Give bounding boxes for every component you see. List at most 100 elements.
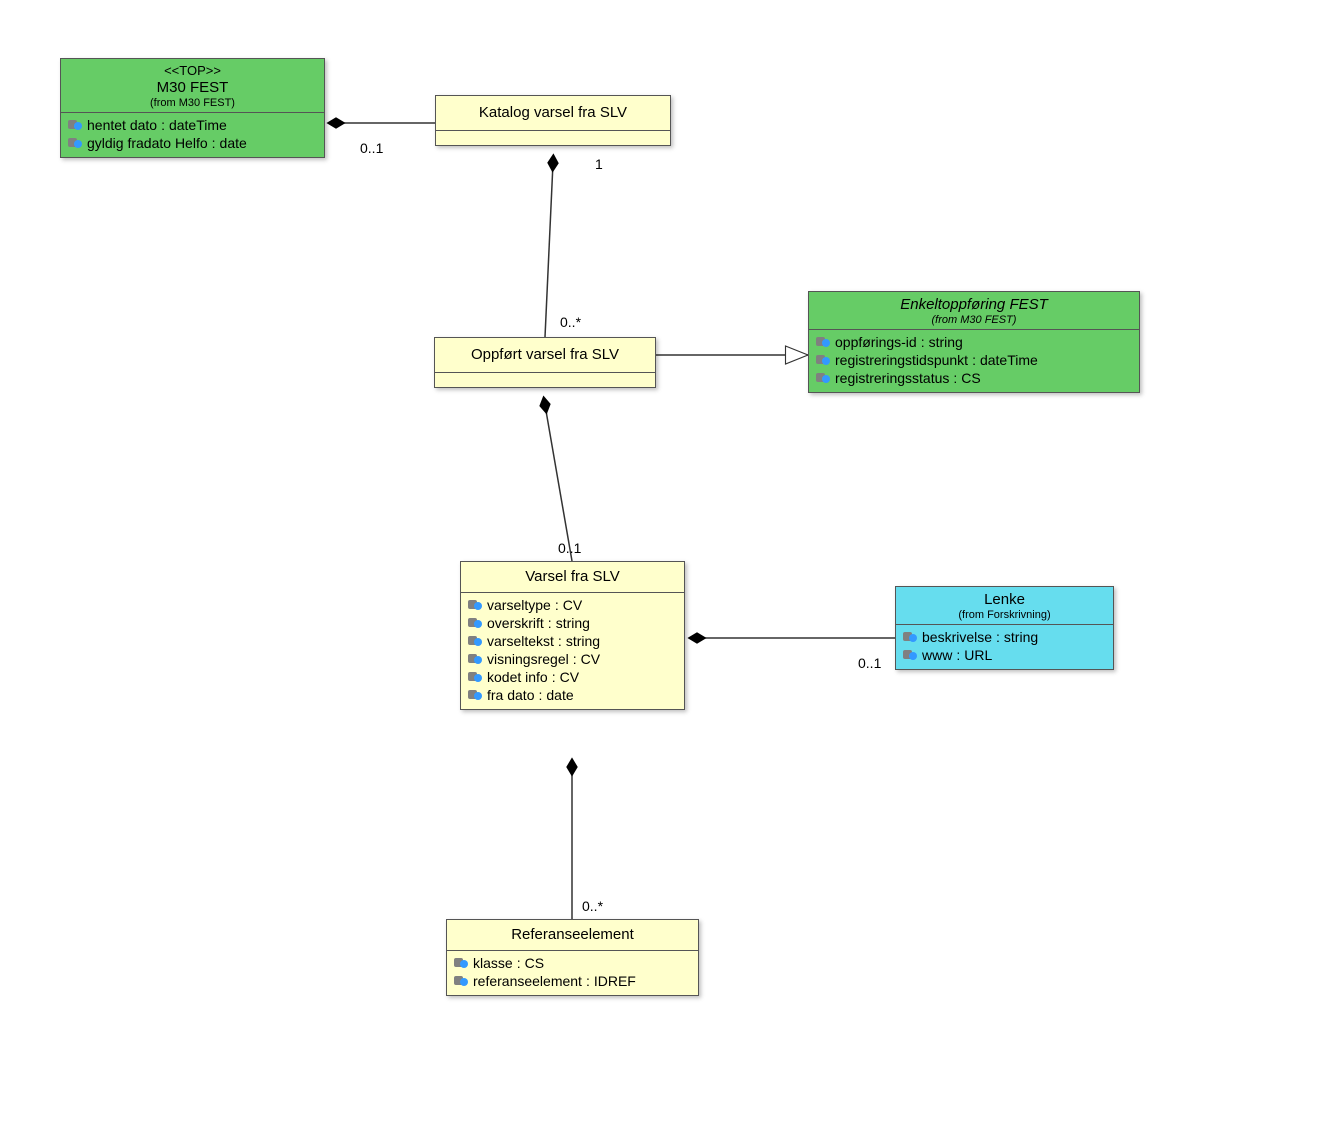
class-lenke: Lenke (from Forskrivning) beskrivelse: s…: [895, 586, 1114, 670]
attribute-icon: [815, 353, 831, 367]
attr-type: string: [1004, 629, 1038, 645]
attr-type: CV: [563, 597, 582, 613]
attribute-icon: [67, 118, 83, 132]
attr-type: dateTime: [980, 352, 1038, 368]
attribute-icon: [902, 648, 918, 662]
attribute-icon: [467, 670, 483, 684]
attr-type: dateTime: [169, 117, 227, 133]
attr-row: gyldig fradato Helfo : date: [67, 134, 318, 152]
attr-type: string: [566, 633, 600, 649]
attr-name: varseltekst: [487, 633, 554, 649]
attr-name: overskrift: [487, 615, 544, 631]
class-attrs: oppførings-id: string registreringstidsp…: [809, 330, 1139, 392]
class-header: Referanseelement: [447, 920, 698, 951]
attr-name: registreringsstatus: [835, 370, 949, 386]
mult-katalog-oppfort: 0..*: [560, 314, 581, 330]
class-header: Enkeltoppføring FEST (from M30 FEST): [809, 292, 1139, 330]
class-title: Oppført varsel fra SLV: [445, 346, 645, 364]
attr-row: varseltype: CV: [467, 596, 678, 614]
class-attrs: [436, 131, 670, 145]
attr-row: hentet dato : dateTime: [67, 116, 318, 134]
class-attrs: beskrivelse: string www: URL: [896, 625, 1113, 669]
attr-type: URL: [964, 647, 992, 663]
attr-name: referanseelement: [473, 973, 582, 989]
attr-name: varseltype: [487, 597, 551, 613]
attr-row: oppførings-id: string: [815, 333, 1133, 351]
class-attrs: hentet dato : dateTime gyldig fradato He…: [61, 113, 324, 157]
class-title: Referanseelement: [457, 926, 688, 944]
class-header: Varsel fra SLV: [461, 562, 684, 593]
attr-name: beskrivelse: [922, 629, 992, 645]
attribute-icon: [467, 616, 483, 630]
class-header: Lenke (from Forskrivning): [896, 587, 1113, 625]
attr-name: gyldig fradato Helfo: [87, 135, 208, 151]
attribute-icon: [467, 652, 483, 666]
mult-m30-katalog-b: 1: [595, 156, 603, 172]
attr-name: klasse: [473, 955, 513, 971]
attr-name: visningsregel: [487, 651, 569, 667]
attribute-icon: [67, 136, 83, 150]
attr-row: beskrivelse: string: [902, 628, 1107, 646]
stereotype: <<TOP>>: [71, 63, 314, 79]
edge-oppfort-varsel: [545, 405, 572, 561]
attr-type: CS: [961, 370, 980, 386]
class-varsel: Varsel fra SLV varseltype: CV overskrift…: [460, 561, 685, 710]
attr-type: string: [556, 615, 590, 631]
class-from: (from M30 FEST): [819, 314, 1129, 327]
mult-m30-katalog-a: 0..1: [360, 140, 383, 156]
class-m30-fest: <<TOP>> M30 FEST (from M30 FEST) hentet …: [60, 58, 325, 158]
attr-type: date: [546, 687, 573, 703]
attribute-icon: [453, 974, 469, 988]
attr-name: registreringstidspunkt: [835, 352, 968, 368]
attr-name: www: [922, 647, 952, 663]
attribute-icon: [467, 688, 483, 702]
attribute-icon: [467, 634, 483, 648]
attr-name: fra dato: [487, 687, 534, 703]
attr-row: fra dato: date: [467, 686, 678, 704]
attr-name: oppførings-id: [835, 334, 917, 350]
class-header: <<TOP>> M30 FEST (from M30 FEST): [61, 59, 324, 113]
class-from: (from Forskrivning): [906, 609, 1103, 622]
mult-oppfort-varsel: 0..1: [558, 540, 581, 556]
class-title: Varsel fra SLV: [471, 568, 674, 586]
class-attrs: klasse: CS referanseelement: IDREF: [447, 951, 698, 995]
class-title: Lenke: [906, 591, 1103, 609]
class-referanse: Referanseelement klasse: CS referanseele…: [446, 919, 699, 996]
attr-row: visningsregel: CV: [467, 650, 678, 668]
class-title: Katalog varsel fra SLV: [446, 104, 660, 122]
attr-type: CS: [525, 955, 544, 971]
attr-type: IDREF: [594, 973, 636, 989]
attr-row: registreringstidspunkt: dateTime: [815, 351, 1133, 369]
mult-varsel-ref: 0..*: [582, 898, 603, 914]
attr-row: overskrift: string: [467, 614, 678, 632]
attr-row: varseltekst: string: [467, 632, 678, 650]
attr-row: registreringsstatus: CS: [815, 369, 1133, 387]
class-title: Enkeltoppføring FEST: [819, 296, 1129, 314]
attr-row: www: URL: [902, 646, 1107, 664]
class-attrs: varseltype: CV overskrift: string varsel…: [461, 593, 684, 709]
attr-row: kodet info: CV: [467, 668, 678, 686]
attribute-icon: [815, 371, 831, 385]
mult-varsel-lenke: 0..1: [858, 655, 881, 671]
attr-name: kodet info: [487, 669, 548, 685]
class-oppfort: Oppført varsel fra SLV: [434, 337, 656, 388]
attribute-icon: [467, 598, 483, 612]
attr-row: klasse: CS: [453, 954, 692, 972]
class-title: M30 FEST: [71, 79, 314, 97]
class-attrs: [435, 373, 655, 387]
attribute-icon: [902, 630, 918, 644]
attr-type: date: [220, 135, 247, 151]
attr-type: CV: [560, 669, 579, 685]
attr-name: hentet dato: [87, 117, 157, 133]
diagram-canvas: <<TOP>> M30 FEST (from M30 FEST) hentet …: [0, 0, 1338, 1123]
class-katalog: Katalog varsel fra SLV: [435, 95, 671, 146]
class-enkelt: Enkeltoppføring FEST (from M30 FEST) opp…: [808, 291, 1140, 393]
class-header: Oppført varsel fra SLV: [435, 338, 655, 373]
attr-type: string: [929, 334, 963, 350]
attr-type: CV: [581, 651, 600, 667]
class-header: Katalog varsel fra SLV: [436, 96, 670, 131]
class-from: (from M30 FEST): [71, 97, 314, 110]
attr-row: referanseelement: IDREF: [453, 972, 692, 990]
attribute-icon: [453, 956, 469, 970]
attribute-icon: [815, 335, 831, 349]
